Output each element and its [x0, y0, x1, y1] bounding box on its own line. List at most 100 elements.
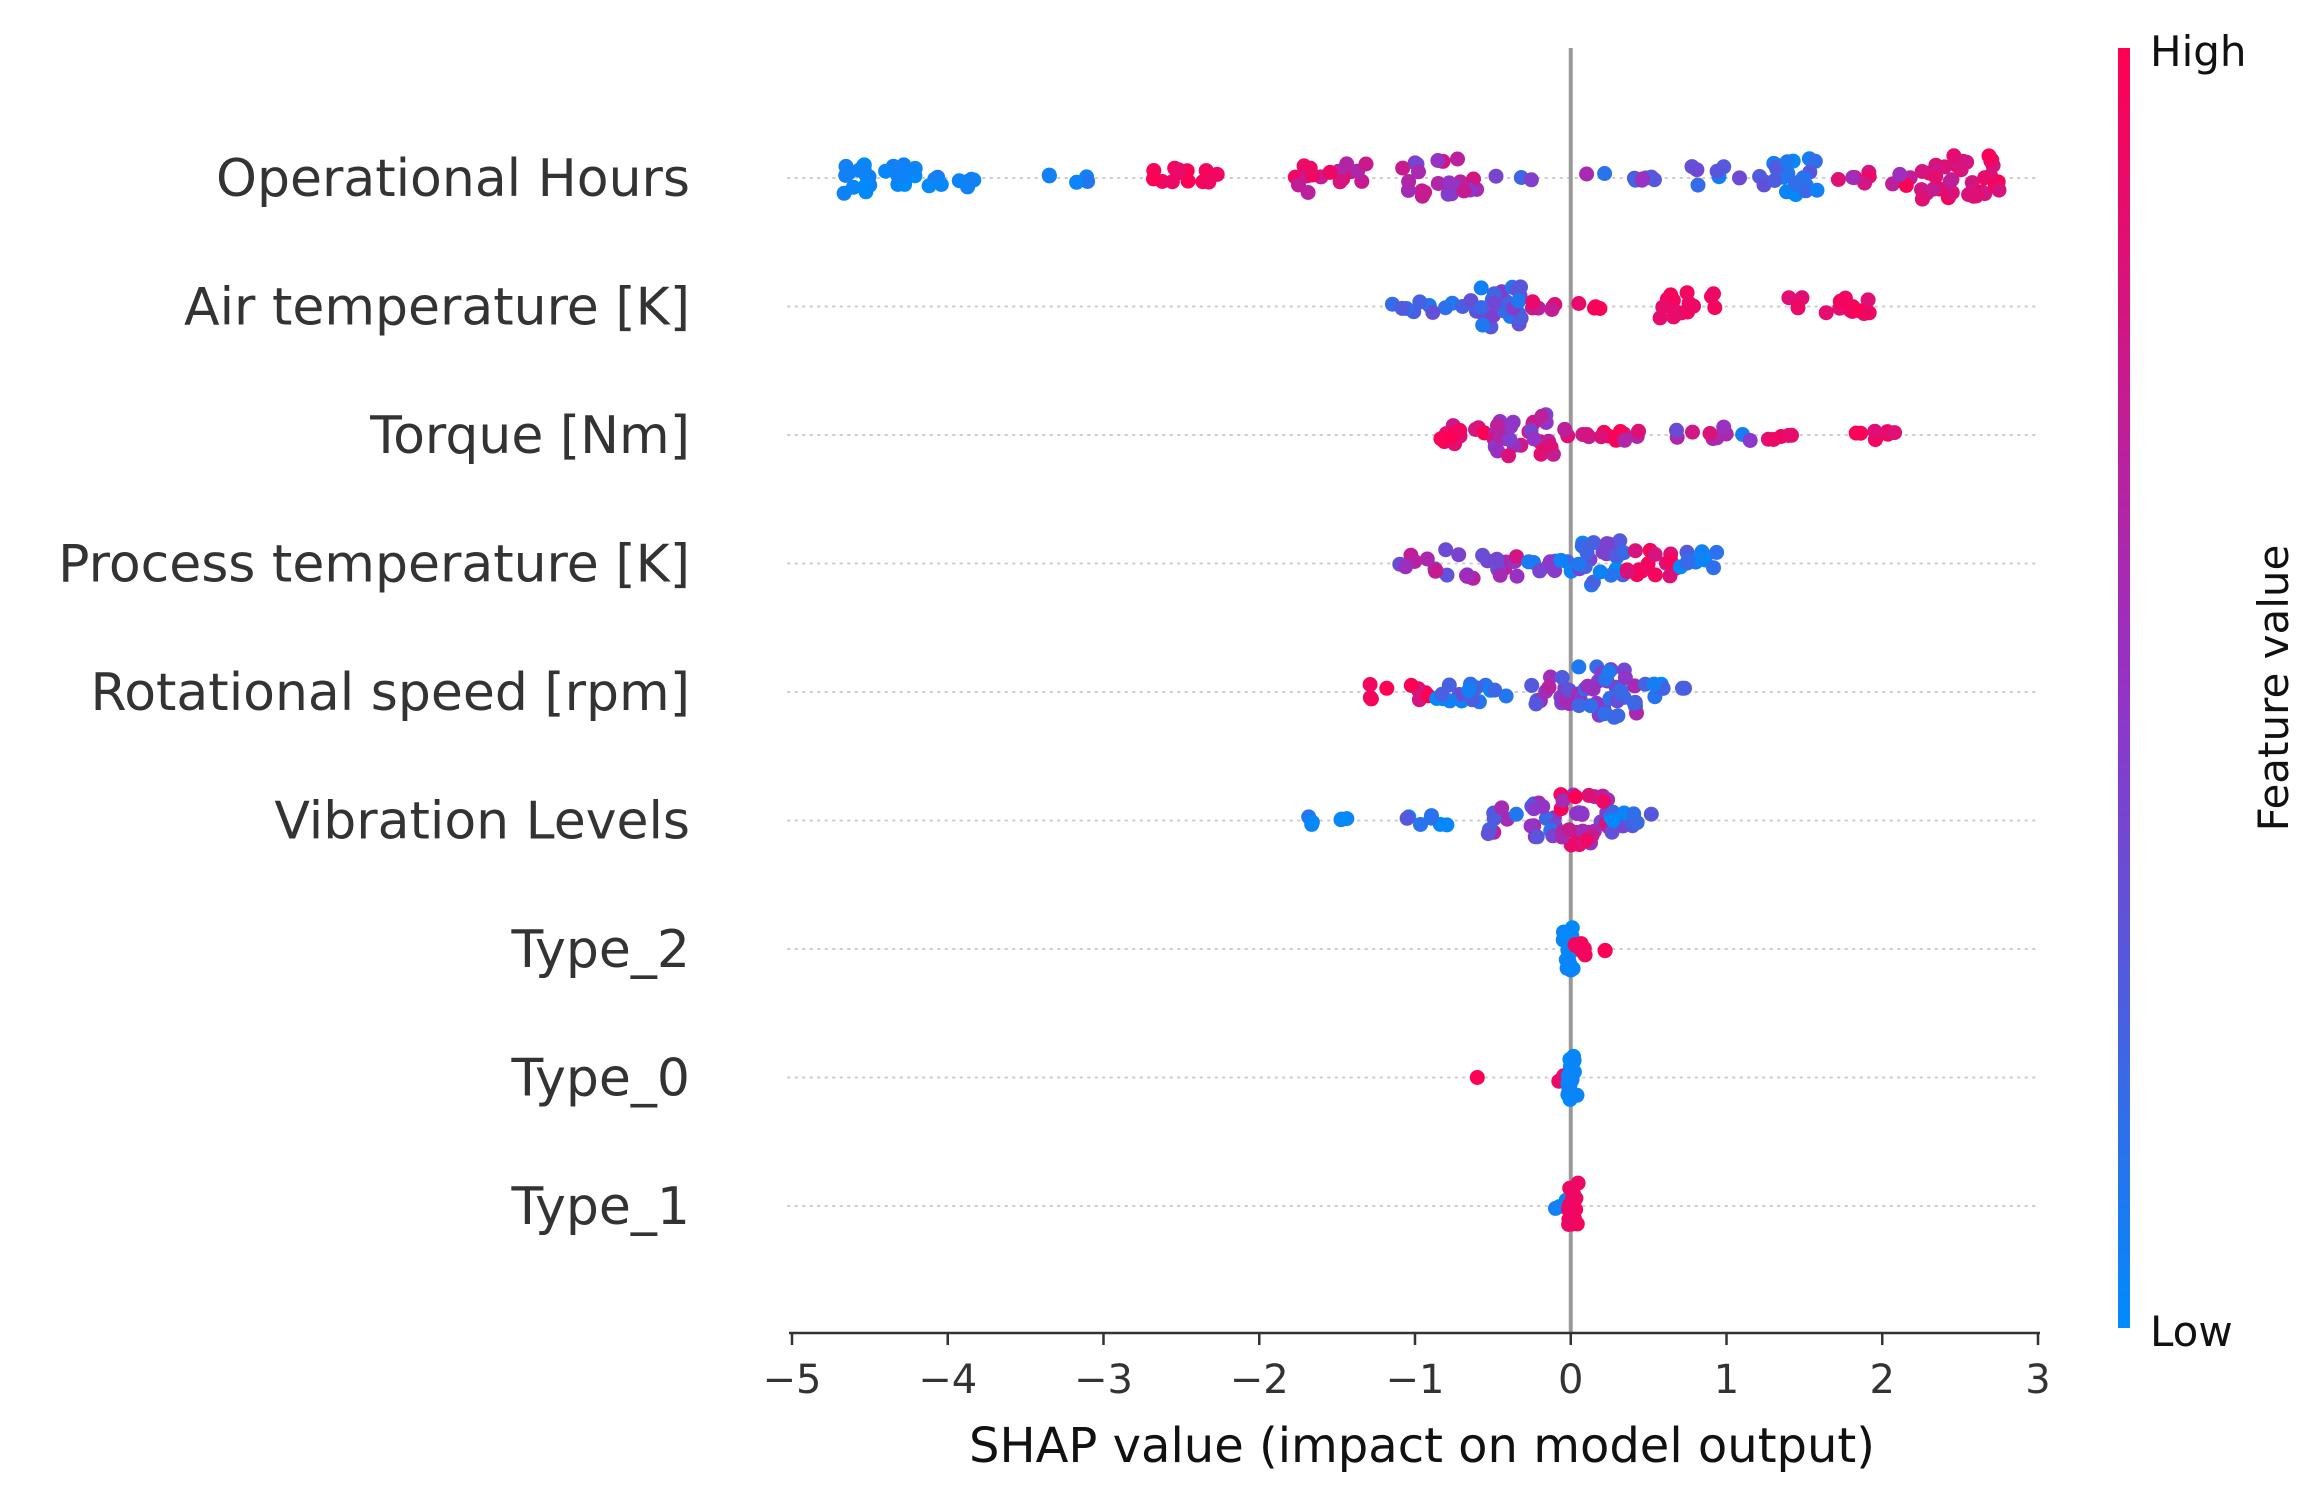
shap-point	[1583, 698, 1599, 714]
shap-point	[1577, 947, 1593, 963]
shap-point	[1928, 169, 1944, 185]
shap-point	[1620, 564, 1636, 580]
shap-point	[1593, 429, 1609, 445]
feature-label: Operational Hours	[216, 149, 690, 209]
shap-point	[1766, 432, 1782, 447]
shap-point	[1675, 680, 1690, 696]
shap-point	[1684, 159, 1700, 175]
shap-point	[1394, 300, 1410, 316]
shap-point	[1781, 428, 1796, 443]
shap-point	[1887, 425, 1903, 441]
shap-point	[1430, 153, 1446, 168]
feature-label: Type_0	[510, 1049, 690, 1109]
shap-point	[1860, 292, 1876, 308]
shap-point	[1452, 422, 1468, 438]
shap-point	[1529, 829, 1545, 845]
shap-point	[1425, 304, 1441, 320]
shap-point	[1597, 166, 1613, 181]
shap-point	[856, 162, 872, 178]
shap-point	[1579, 545, 1595, 561]
shap-point	[1528, 696, 1544, 712]
shap-point	[1845, 170, 1861, 185]
shap-point	[1523, 172, 1539, 188]
shap-point	[1509, 281, 1525, 297]
shap-point	[1679, 555, 1695, 571]
shap-point	[1562, 1180, 1578, 1196]
shap-point	[1892, 166, 1908, 182]
shap-point	[1768, 159, 1784, 175]
shap-point	[838, 167, 854, 183]
shap-point	[1362, 677, 1378, 692]
shap-point	[963, 171, 979, 187]
shap-point	[1634, 172, 1650, 188]
shap-point	[1424, 808, 1439, 824]
shap-point	[1959, 154, 1975, 170]
shap-point	[1809, 182, 1825, 198]
feature-label: Type_2	[510, 920, 690, 980]
shap-point	[1574, 805, 1590, 821]
feature-labels: Operational Hours Air temperature [K] Torq…	[58, 149, 690, 1237]
shap-point	[1627, 543, 1643, 559]
shap-point	[1332, 174, 1348, 190]
shap-point	[1560, 1068, 1576, 1084]
shap-point	[1716, 419, 1732, 435]
shap-point	[1441, 175, 1457, 191]
shap-point	[1787, 176, 1803, 192]
shap-point	[1592, 564, 1608, 580]
shap-point	[1709, 544, 1725, 560]
shap-point	[1571, 556, 1587, 572]
shap-point	[878, 163, 894, 179]
shap-point	[1557, 421, 1573, 437]
x-tick-label: −2	[1230, 1357, 1289, 1403]
shap-point	[1492, 567, 1508, 583]
shap-point	[1438, 300, 1453, 316]
shap-point	[1571, 296, 1587, 311]
shap-point	[1535, 799, 1551, 815]
shap-point	[1669, 422, 1684, 438]
feature-label: Vibration Levels	[274, 792, 690, 852]
shap-point	[1395, 160, 1411, 176]
shap-point	[1790, 300, 1806, 316]
shap-point	[1304, 814, 1320, 830]
shap-point	[845, 179, 861, 195]
feature-label: Torque [Nm]	[369, 406, 690, 466]
shap-point	[1646, 676, 1662, 692]
shap-point	[1685, 424, 1700, 440]
shap-point	[1526, 431, 1542, 447]
shap-point	[1966, 188, 1982, 204]
shap-point	[1412, 294, 1428, 310]
shap-point	[1502, 432, 1518, 448]
shap-point	[1597, 706, 1613, 722]
shap-point	[1616, 545, 1632, 561]
shap-point	[1702, 426, 1718, 441]
shap-point	[1981, 148, 1997, 164]
shap-point	[1440, 186, 1456, 202]
shap-point	[1501, 448, 1516, 464]
colorbar-high-label: High	[2150, 27, 2247, 76]
shap-point	[1489, 551, 1505, 567]
shap-point	[1322, 164, 1338, 180]
shap-point	[1617, 670, 1633, 686]
feature-label: Rotational speed [rpm]	[90, 663, 690, 723]
shap-point	[1585, 681, 1601, 697]
shap-point	[1544, 302, 1560, 317]
x-tick-label: −1	[1386, 1357, 1445, 1403]
shap-point	[1605, 812, 1621, 828]
shap-point	[1944, 172, 1960, 188]
shap-point	[1475, 547, 1491, 563]
shap-point	[1438, 542, 1454, 558]
shap-point	[1541, 437, 1557, 453]
shap-point	[1581, 787, 1597, 803]
shap-point	[1490, 418, 1505, 433]
x-tick-label: 2	[1870, 1357, 1895, 1403]
shap-point	[1494, 800, 1510, 816]
shap-point	[1450, 151, 1465, 167]
shap-point	[1532, 563, 1548, 579]
shap-point	[1146, 163, 1162, 178]
shap-point	[1569, 1087, 1585, 1103]
shap-point	[1629, 815, 1645, 831]
shap-point	[1534, 408, 1550, 424]
shap-point	[1553, 552, 1569, 568]
shap-point	[1617, 432, 1633, 448]
shap-point	[1587, 300, 1602, 316]
